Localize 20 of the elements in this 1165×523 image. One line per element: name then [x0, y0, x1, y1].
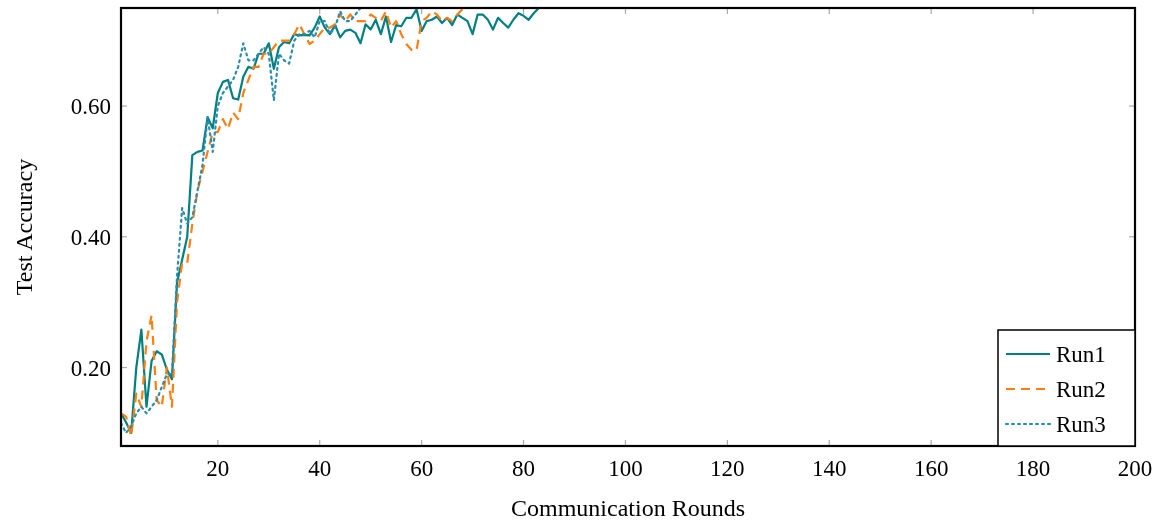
x-tick-label: 80	[512, 456, 536, 481]
line-series	[121, 8, 540, 435]
legend-label: Run2	[1056, 377, 1106, 403]
legend-label: Run3	[1056, 412, 1106, 438]
x-axis-title: Communication Rounds	[511, 495, 745, 521]
y-tick-label: 0.60	[70, 94, 111, 120]
x-tick-label: 140	[812, 456, 847, 481]
x-tick-label: 200	[1117, 456, 1153, 481]
y-tick-label: 0.20	[70, 355, 111, 381]
x-tick-label: 160	[913, 456, 949, 481]
x-tick-label: 120	[710, 456, 745, 481]
x-tick-label: 60	[410, 456, 434, 481]
legend-label: Run1	[1056, 342, 1106, 368]
x-tick-label: 40	[308, 456, 332, 481]
x-tick-label: 20	[206, 456, 230, 481]
x-tick-label: 180	[1015, 456, 1051, 481]
y-tick-label: 0.40	[70, 224, 111, 250]
x-tick-label: 100	[608, 456, 643, 481]
line-series	[121, 8, 362, 435]
y-axis-title: Test Accuracy	[11, 158, 37, 296]
